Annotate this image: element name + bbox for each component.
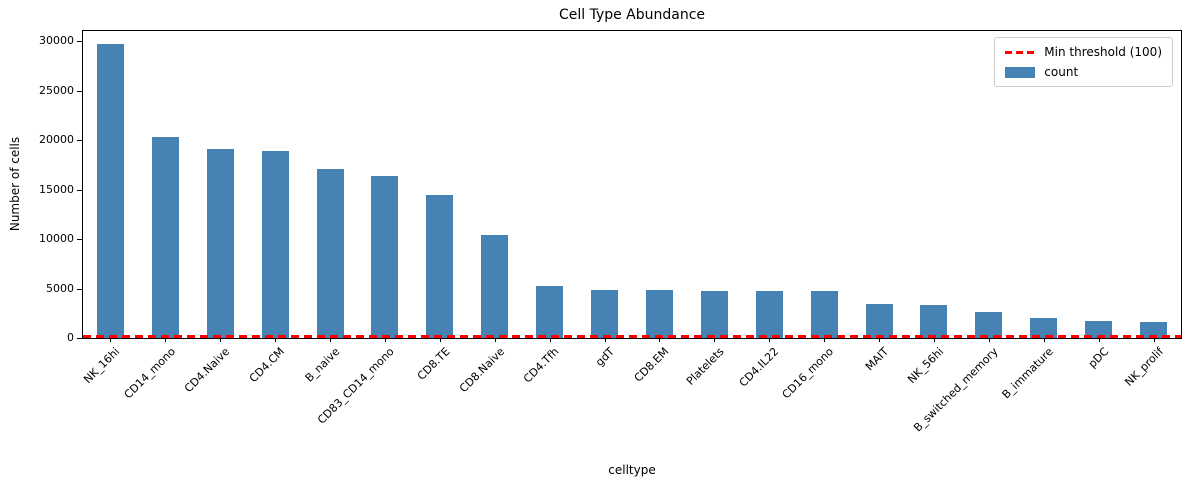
x-tick-mark xyxy=(659,338,661,342)
bar-B_naive xyxy=(316,168,344,338)
y-tick-mark xyxy=(77,239,82,240)
legend-item-count: count xyxy=(1005,65,1162,79)
y-tick-label: 30000 xyxy=(39,34,74,47)
x-tick-label: MAIT xyxy=(862,345,892,374)
x-tick-label: pDC xyxy=(1085,345,1111,371)
y-axis-label: Number of cells xyxy=(8,136,22,232)
y-tick-label: 0 xyxy=(67,331,74,344)
y-tick-mark xyxy=(77,140,82,141)
bar-B_switched_memory xyxy=(975,312,1003,338)
min-threshold-line xyxy=(83,335,1181,338)
x-tick-label: CD8.Naive xyxy=(456,345,507,396)
x-tick-label: NK_56hi xyxy=(905,345,947,386)
x-tick-label: CD4.Naive xyxy=(182,345,233,396)
legend: Min threshold (100) count xyxy=(994,37,1173,87)
x-tick-mark xyxy=(714,338,716,342)
x-tick-mark xyxy=(933,338,935,342)
bar-B_immature xyxy=(1030,317,1058,338)
x-tick-mark xyxy=(275,338,277,342)
legend-label-threshold: Min threshold (100) xyxy=(1044,45,1162,59)
x-tick-label: CD8.TE xyxy=(414,345,453,383)
x-tick-mark xyxy=(110,338,112,342)
x-tick-label: Platelets xyxy=(683,345,727,388)
plot-area: 0 5000 10000 15000 20000 25000 30000 NK_16hi CD1… xyxy=(39,30,1182,434)
y-tick-label: 20000 xyxy=(39,133,74,146)
x-axis-label: celltype xyxy=(608,463,656,477)
bar-pDC xyxy=(1085,321,1113,338)
x-tick-mark xyxy=(384,338,386,342)
x-tick-mark xyxy=(439,338,441,342)
bar-CD8.EM xyxy=(645,290,673,338)
x-tick-label: CD14_mono xyxy=(121,345,178,402)
y-tick-label: 15000 xyxy=(39,182,74,196)
x-tick-mark xyxy=(220,338,222,342)
legend-label-count: count xyxy=(1044,65,1079,79)
x-tick-mark xyxy=(494,338,496,342)
y-tick-mark xyxy=(77,90,82,92)
bar-CD4.IL22 xyxy=(755,290,783,338)
bar-CD4.CM xyxy=(261,150,289,338)
bar-CD8.Naive xyxy=(481,235,509,338)
x-tick-label: NK_prolif xyxy=(1121,345,1166,389)
bar-MAIT xyxy=(865,304,893,338)
x-tick-label: CD4.IL22 xyxy=(736,345,782,390)
y-tick-label: 25000 xyxy=(39,83,74,97)
bar-CD8.TE xyxy=(426,195,454,338)
x-tick-label: B_naive xyxy=(302,345,343,385)
bar-NK_16hi xyxy=(96,43,124,338)
x-tick-mark xyxy=(824,338,826,342)
bar-Platelets xyxy=(700,290,728,338)
bar-NK_56hi xyxy=(920,305,948,338)
y-tick-mark xyxy=(77,338,82,339)
x-tick-label: CD4.CM xyxy=(247,345,288,386)
legend-item-threshold: Min threshold (100) xyxy=(1005,45,1162,59)
chart-title: Cell Type Abundance xyxy=(558,7,706,23)
bar-NK_prolif xyxy=(1140,321,1168,338)
bar-CD83_CD14_mono xyxy=(371,175,399,338)
x-tick-mark xyxy=(165,338,167,342)
bar-CD4.Naive xyxy=(206,148,234,338)
x-tick-mark xyxy=(879,338,881,342)
plot-inner: 0 5000 10000 15000 20000 25000 30000 NK_16hi CD1… xyxy=(39,31,1181,434)
x-tick-mark xyxy=(988,338,990,342)
bar-CD4.Tfh xyxy=(536,286,564,338)
x-tick-mark xyxy=(604,338,606,342)
count-color-swatch xyxy=(1005,66,1036,78)
y-tick-mark xyxy=(77,288,82,290)
x-tick-label: gdT xyxy=(592,345,617,369)
y-tick-mark xyxy=(77,41,82,42)
x-tick-mark xyxy=(769,338,771,342)
bar-gdT xyxy=(591,289,619,338)
x-tick-label: B_immature xyxy=(999,345,1056,402)
x-tick-label: NK_16hi xyxy=(81,345,123,386)
y-tick-mark xyxy=(77,189,82,191)
bar-CD16_mono xyxy=(810,290,838,338)
threshold-dashed-line-swatch xyxy=(1005,50,1036,54)
x-tick-mark xyxy=(1153,338,1155,342)
x-tick-label: CD16_mono xyxy=(779,345,837,402)
x-tick-mark xyxy=(1043,338,1045,342)
x-tick-label: CD4.Tfh xyxy=(521,345,562,386)
x-tick-mark xyxy=(1098,338,1100,342)
x-tick-label: CD8.EM xyxy=(631,345,672,385)
x-tick-mark xyxy=(330,338,332,342)
x-tick-mark xyxy=(549,338,551,342)
bar-CD14_mono xyxy=(151,137,179,338)
y-tick-label: 5000 xyxy=(46,281,74,295)
y-tick-label: 10000 xyxy=(39,232,74,245)
